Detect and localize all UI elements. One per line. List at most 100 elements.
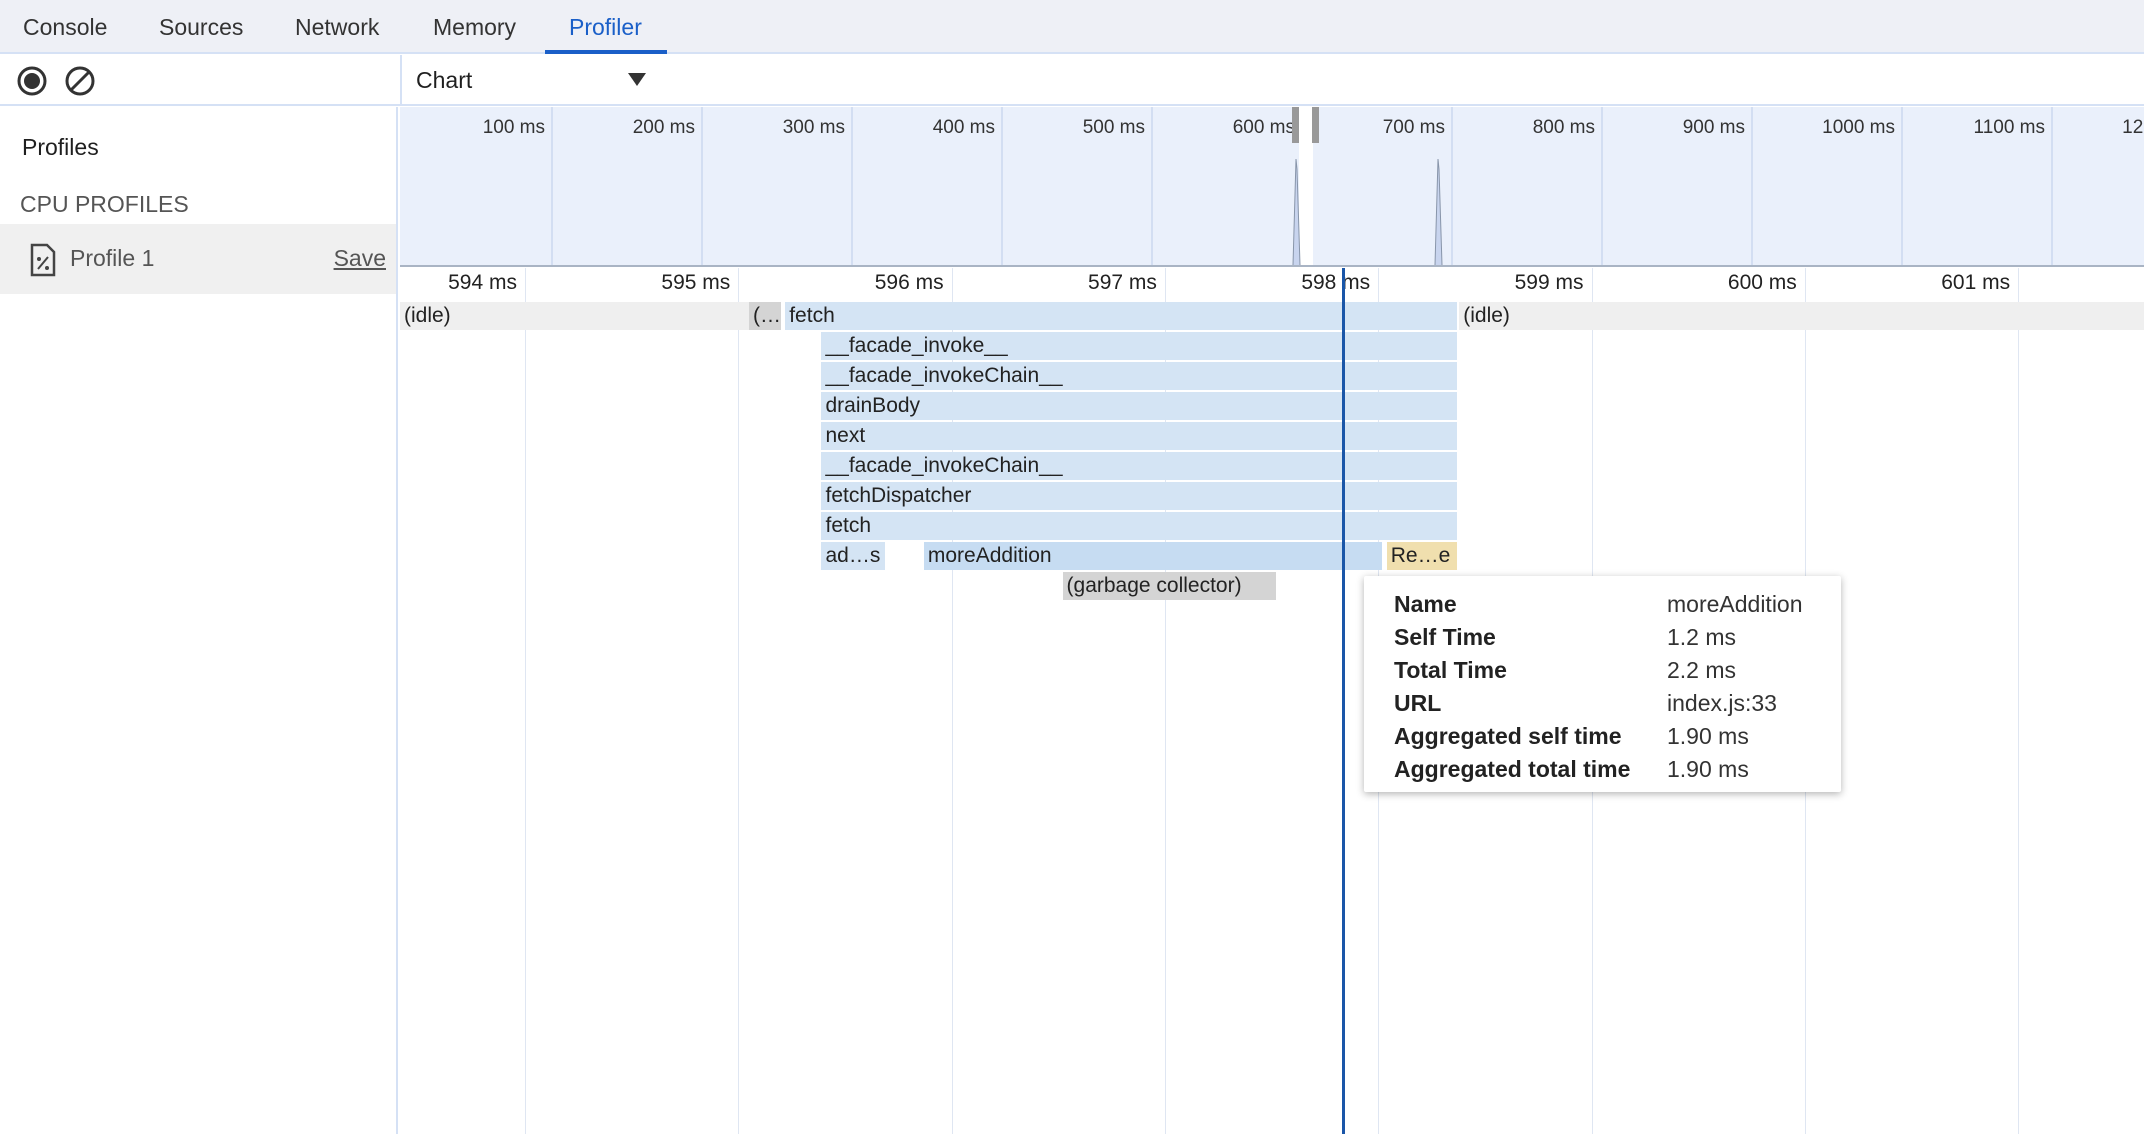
overview-tick-label: 300 ms xyxy=(782,117,845,138)
cpu-activity-graph xyxy=(1292,158,1443,265)
tooltip-value: index.js:33 xyxy=(1667,690,1777,716)
overview-gridline xyxy=(1601,107,1603,265)
overview-tick-label: 500 ms xyxy=(1082,117,1145,138)
tooltip-key: URL xyxy=(1394,690,1442,716)
tooltip-key: Name xyxy=(1394,591,1457,617)
ruler-gridline xyxy=(1804,268,1806,300)
ruler-tick-label: 596 ms xyxy=(874,271,944,294)
timeline-overview[interactable]: 100 ms 200 ms 300 ms 400 ms 500 ms 600 ms 700 … xyxy=(400,107,2144,267)
flame-frame[interactable]: fetch xyxy=(785,302,1458,330)
overview-tick-label: 200 ms xyxy=(632,117,695,138)
sidebar-item-profile-1[interactable]: Profile 1 Save xyxy=(0,224,396,294)
overview-gridline xyxy=(701,107,703,265)
activity-spike xyxy=(1434,158,1443,265)
ruler-tick-label: 597 ms xyxy=(1088,271,1157,294)
frame-details-tooltip: Name moreAddition Self Time 1.2 ms Total Tim… xyxy=(1364,576,1841,792)
selection-handle-left[interactable] xyxy=(1292,107,1299,143)
flame-gridline xyxy=(1164,300,1166,1134)
ruler-gridline xyxy=(525,268,526,300)
ruler-gridline xyxy=(2018,268,2020,300)
overview-gridline xyxy=(1001,107,1003,265)
clear-icon[interactable] xyxy=(64,65,96,97)
ruler-gridline xyxy=(1378,268,1380,300)
ruler-tick-label: 599 ms xyxy=(1514,271,1584,294)
flame-gridline xyxy=(2018,300,2020,1134)
cpu-profile-file-icon xyxy=(30,243,56,277)
tab-memory[interactable]: Memory xyxy=(433,14,517,40)
flame-frame[interactable]: moreAddition xyxy=(923,542,1383,570)
profiles-heading: Profiles xyxy=(22,134,99,160)
tab-sources[interactable]: Sources xyxy=(159,14,244,40)
profile-title: Profile 1 xyxy=(70,245,155,271)
save-profile-link[interactable]: Save xyxy=(333,245,386,271)
flame-frame[interactable]: __facade_invoke__ xyxy=(821,332,1458,360)
panel-tab-bar: Console Sources Network Memory Profiler xyxy=(0,0,2144,54)
overview-tick-label: 1000 ms xyxy=(1822,117,1895,138)
flame-frame[interactable]: next xyxy=(821,422,1458,450)
overview-tick-label: 600 ms xyxy=(1232,117,1295,138)
flame-gridline xyxy=(525,300,526,1134)
overview-tick-label: 1100 ms xyxy=(1973,117,2045,138)
overview-gridline xyxy=(551,107,553,265)
ruler-tick-label: 598 ms xyxy=(1301,271,1371,294)
overview-tick-label: 1200 ms xyxy=(2122,117,2144,138)
active-tab-indicator xyxy=(545,50,667,54)
overview-gridline xyxy=(851,107,853,265)
view-mode-select[interactable]: Chart xyxy=(400,55,660,104)
ruler-tick-label: 600 ms xyxy=(1727,271,1797,294)
flame-frame[interactable]: ad…s xyxy=(821,542,886,570)
flame-frame[interactable]: (idle) xyxy=(1459,302,2144,330)
overview-tick-label: 400 ms xyxy=(932,117,995,138)
flame-frame[interactable]: (garbage collector) xyxy=(1062,572,1276,600)
flame-frame[interactable]: Re…e xyxy=(1386,542,1458,570)
flame-frame[interactable]: drainBody xyxy=(821,392,1458,420)
tooltip-key: Aggregated self time xyxy=(1394,723,1622,749)
tab-network[interactable]: Network xyxy=(295,14,380,40)
flame-frame[interactable]: fetchDispatcher xyxy=(821,482,1458,510)
tooltip-value: 1.90 ms xyxy=(1667,756,1749,782)
flame-frame[interactable]: fetch xyxy=(821,512,1458,540)
ruler-tick-label: 601 ms xyxy=(1941,271,2011,294)
ruler-gridline xyxy=(951,268,953,300)
cpu-profiles-section-label: CPU PROFILES xyxy=(20,191,189,217)
flame-frame[interactable]: __facade_invokeChain__ xyxy=(821,362,1458,390)
hover-cursor-line xyxy=(1341,268,1345,1134)
flame-gridline xyxy=(951,300,953,1134)
overview-gridline xyxy=(2051,107,2053,265)
tooltip-row: URL index.js:33 xyxy=(1394,687,1841,720)
tooltip-row: Aggregated self time 1.90 ms xyxy=(1394,720,1841,753)
flame-frame[interactable]: (idle) xyxy=(400,302,749,330)
profiles-sidebar: Profiles CPU PROFILES Profile 1 Save xyxy=(0,107,398,1134)
tooltip-value: 2.2 ms xyxy=(1667,657,1737,683)
ruler-gridline xyxy=(1164,268,1166,300)
record-icon[interactable] xyxy=(16,65,48,97)
tooltip-row: Total Time 2.2 ms xyxy=(1394,654,1841,687)
overview-tick-label: 800 ms xyxy=(1532,117,1595,138)
tooltip-value: 1.90 ms xyxy=(1667,723,1749,749)
selection-window xyxy=(1299,107,1313,265)
tab-console[interactable]: Console xyxy=(23,14,108,40)
tab-profiler[interactable]: Profiler xyxy=(569,14,642,40)
overview-tick-label: 100 ms xyxy=(482,117,545,138)
ruler-gridline xyxy=(1591,268,1593,300)
overview-gridline xyxy=(1151,107,1153,265)
flame-gridline xyxy=(738,300,740,1134)
ruler-tick-label: 594 ms xyxy=(448,271,517,294)
tooltip-key: Self Time xyxy=(1394,624,1496,650)
flame-chart[interactable]: (idle) (… fetch (idle) __facade_invoke__ __fa… xyxy=(400,300,2144,1134)
tooltip-value: moreAddition xyxy=(1667,591,1803,617)
overview-gridline xyxy=(1901,107,1903,265)
flame-frame[interactable]: __facade_invokeChain__ xyxy=(821,452,1458,480)
tooltip-value: 1.2 ms xyxy=(1667,624,1737,650)
tooltip-row: Self Time 1.2 ms xyxy=(1394,621,1841,654)
flame-frame[interactable]: (… xyxy=(748,302,781,330)
activity-spike xyxy=(1292,158,1301,265)
overview-gridline xyxy=(1451,107,1453,265)
overview-tick-label: 900 ms xyxy=(1682,117,1745,138)
overview-tick-label: 700 ms xyxy=(1382,117,1445,138)
tooltip-row: Aggregated total time 1.90 ms xyxy=(1394,753,1841,786)
tooltip-row: Name moreAddition xyxy=(1394,588,1841,621)
ruler-tick-label: 595 ms xyxy=(661,271,731,294)
selection-handle-right[interactable] xyxy=(1312,107,1319,143)
time-ruler: 594 ms 595 ms 596 ms 597 ms 598 ms 599 ms 600 … xyxy=(400,268,2144,300)
